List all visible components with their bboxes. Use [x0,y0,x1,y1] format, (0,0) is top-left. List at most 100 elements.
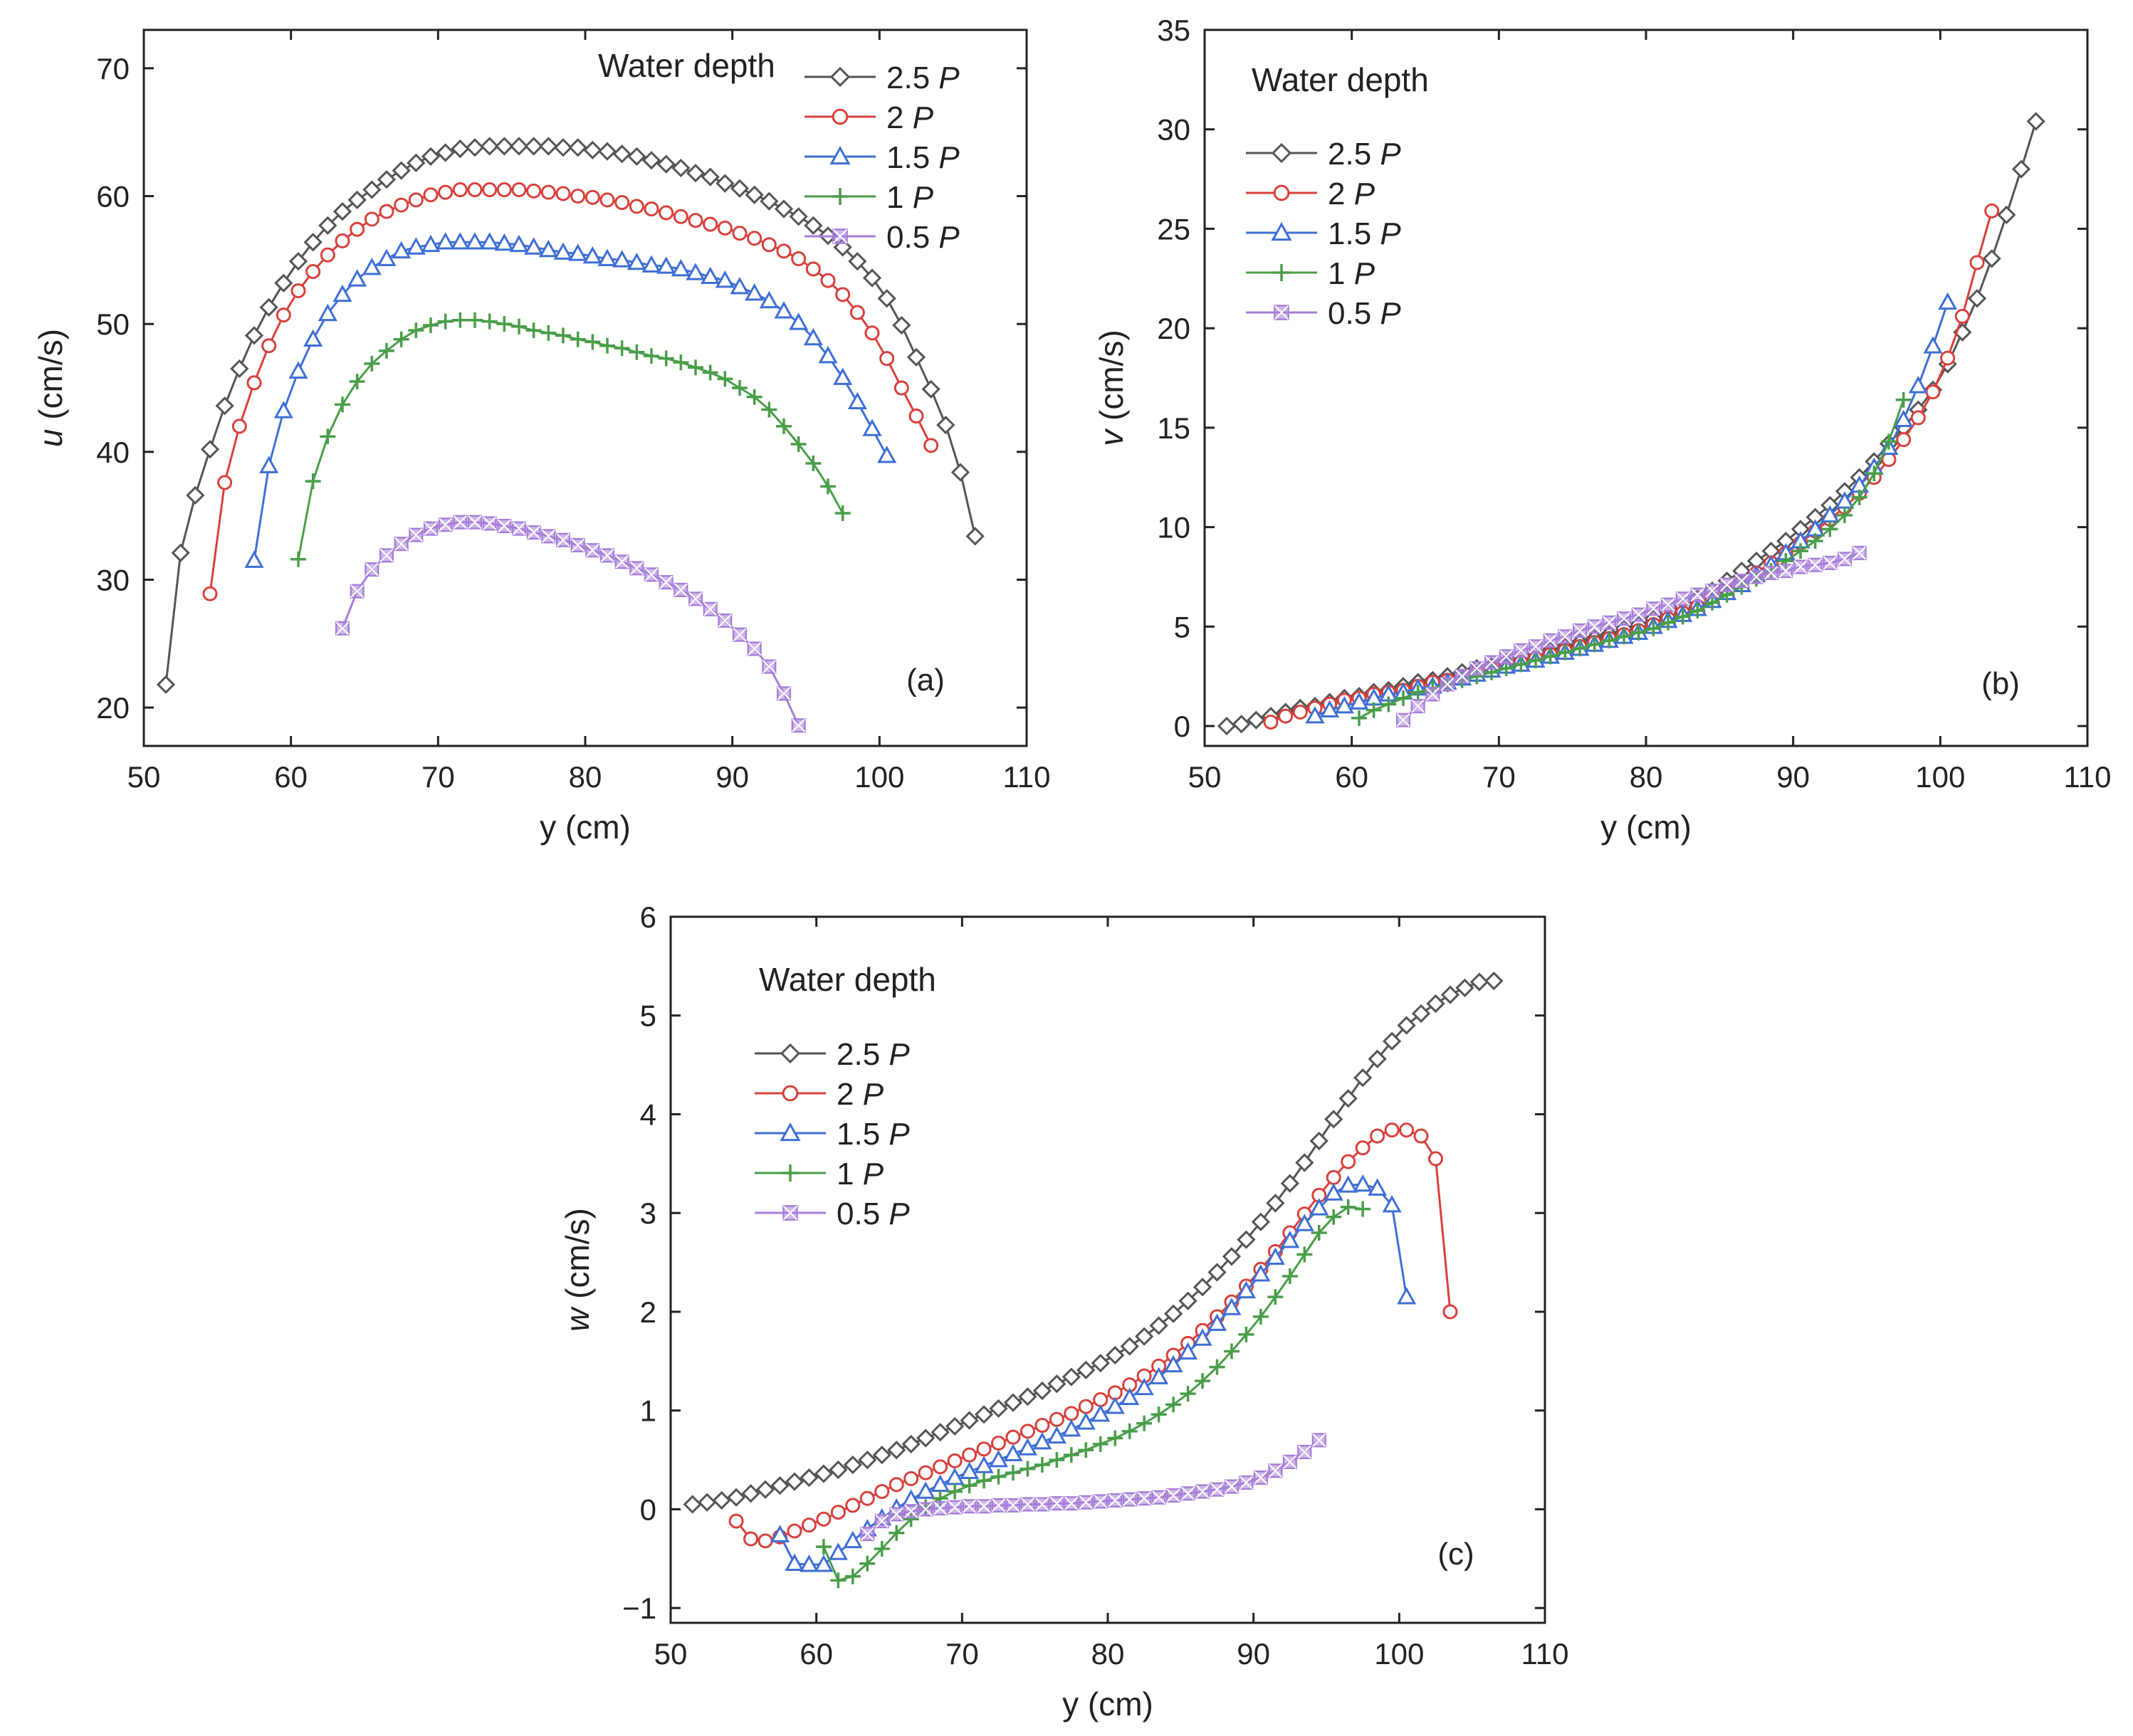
data-point [903,1471,919,1486]
data-point [526,183,542,199]
data-point [858,1450,877,1470]
data-point [215,396,234,416]
legend-unit: P [863,1077,884,1112]
data-point [1542,648,1558,665]
data-point [874,1540,890,1557]
data-point [1121,1423,1138,1439]
y-tick-label: 20 [1157,312,1190,345]
data-point [1894,409,1914,428]
data-point [1320,700,1340,717]
data-point [1292,704,1308,720]
data-point [815,1539,832,1555]
legend-unit: P [889,1037,910,1072]
data-point [715,270,735,288]
data-point [332,201,352,221]
data-point [1601,632,1618,648]
data-point [1587,619,1602,634]
data-point [408,322,424,339]
data-point [1294,1214,1314,1231]
data-point [1309,1131,1328,1151]
data-point [511,318,527,335]
legend-unit: P [913,180,934,215]
data-point [408,192,424,208]
data-point [1120,1337,1139,1356]
data-point [452,182,468,198]
legend-value: 1.5 [1328,216,1380,251]
data-point [1003,1393,1023,1412]
data-point [844,1568,861,1584]
data-point [1032,1432,1052,1450]
x-tick-label: 70 [945,1637,979,1671]
data-point [1239,1475,1254,1490]
data-point [1064,1496,1079,1511]
data-point [1896,432,1912,448]
x-tick-label: 80 [1630,760,1663,794]
data-point [791,251,807,267]
data-point [1151,1406,1167,1423]
data-point [741,1484,760,1503]
data-point [1209,1359,1225,1375]
y-tick-label: 4 [640,1098,656,1131]
data-point [555,532,571,547]
data-point [614,194,630,211]
data-point [627,252,646,270]
data-point [335,396,350,413]
legend-label: 2.5 P [886,61,960,95]
data-point [1078,1442,1094,1458]
data-point [916,1429,936,1448]
legend-value: 0.5 [837,1196,889,1231]
data-point [231,419,247,434]
data-point [496,316,513,332]
data-point [1455,978,1474,998]
data-point [570,189,586,204]
data-point [394,197,409,213]
data-point [1366,702,1382,718]
data-point [717,371,733,387]
data-point [1823,555,1838,570]
data-point [1017,1438,1037,1456]
data-point [641,151,661,170]
data-point [1193,1278,1212,1297]
data-point [1092,1436,1109,1452]
series-0.5-P [335,515,806,733]
data-point [409,527,424,542]
legend-marker [1273,264,1290,281]
data-point [482,182,498,198]
data-point [583,140,602,159]
data-point [761,401,777,418]
data-point [480,232,500,250]
x-axis-label: y (cm) [1600,809,1692,846]
data-point [1062,1367,1081,1387]
data-point [364,211,379,227]
legend-unit: P [863,1157,884,1191]
data-point [862,268,882,288]
data-point [1280,1174,1299,1193]
x-tick-label: 60 [800,1637,833,1671]
data-point [785,1472,805,1491]
data-point [688,213,703,228]
data-point [1178,1291,1197,1310]
data-point [1528,652,1544,668]
x-tick-label: 90 [1237,1637,1270,1671]
data-point [1268,1463,1283,1478]
data-point [965,527,985,546]
data-point [701,266,720,285]
y-tick-label: 0 [640,1493,656,1526]
data-point [893,380,909,396]
legend-label: 2 P [1328,177,1375,211]
x-tick-label: 100 [1374,1637,1424,1671]
y-axis-variable: u [32,428,69,447]
data-point [658,350,674,367]
data-point [494,233,514,251]
data-point [732,226,748,241]
data-point [1222,1247,1242,1266]
x-tick-label: 110 [2064,760,2112,794]
data-point [703,601,718,616]
data-point [656,154,676,174]
y-tick-label: 50 [96,307,130,341]
data-point [1528,639,1544,654]
data-point [629,561,644,576]
data-point [1163,1354,1183,1373]
data-point [879,351,895,367]
data-point [452,312,468,328]
